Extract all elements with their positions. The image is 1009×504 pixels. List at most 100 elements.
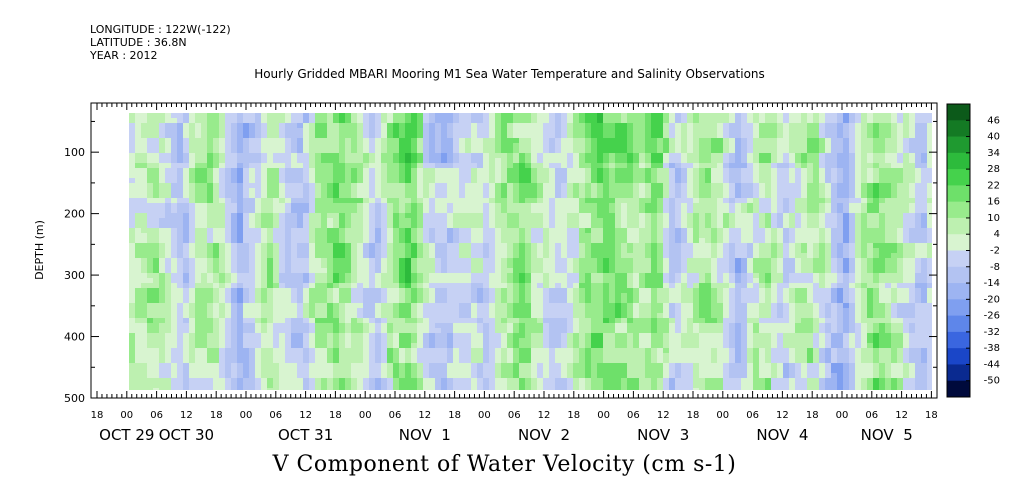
heatmap-cell	[501, 318, 508, 324]
heatmap-cell	[129, 323, 136, 329]
heatmap-cell	[435, 243, 442, 249]
heatmap-cell	[411, 153, 418, 159]
heatmap-cell	[285, 183, 292, 189]
heatmap-cell	[435, 248, 442, 254]
heatmap-cell	[507, 198, 514, 204]
heatmap-cell	[459, 268, 466, 274]
heatmap-cell	[609, 298, 616, 304]
heatmap-cell	[315, 208, 322, 214]
heatmap-cell	[591, 278, 598, 284]
heatmap-cell	[285, 188, 292, 194]
heatmap-cell	[369, 198, 376, 204]
heatmap-cell	[273, 378, 280, 384]
heatmap-cell	[609, 318, 616, 324]
heatmap-cell	[459, 313, 466, 319]
heatmap-cell	[519, 378, 526, 384]
heatmap-cell	[387, 133, 394, 139]
heatmap-cell	[495, 303, 502, 309]
heatmap-cell	[285, 273, 292, 279]
heatmap-cell	[183, 138, 190, 144]
heatmap-cell	[477, 348, 484, 354]
heatmap-cell	[549, 218, 556, 224]
heatmap-cell	[513, 153, 520, 159]
heatmap-cell	[183, 328, 190, 334]
heatmap-cell	[525, 218, 532, 224]
heatmap-cell	[171, 263, 178, 269]
heatmap-cell	[369, 358, 376, 364]
heatmap-cell	[309, 118, 316, 124]
heatmap-cell	[531, 223, 538, 229]
heatmap-cell	[315, 133, 322, 139]
heatmap-cell	[645, 183, 652, 189]
heatmap-cell	[297, 388, 304, 390]
heatmap-cell	[315, 353, 322, 359]
heatmap-cell	[315, 183, 322, 189]
heatmap-cell	[555, 118, 562, 124]
heatmap-cell	[465, 138, 472, 144]
heatmap-cell	[567, 158, 574, 164]
heatmap-cell	[531, 378, 538, 384]
heatmap-cell	[357, 268, 364, 274]
heatmap-cell	[627, 378, 634, 384]
heatmap-cell	[411, 113, 418, 119]
heatmap-cell	[381, 253, 388, 259]
heatmap-cell	[585, 303, 592, 309]
heatmap-cell	[183, 343, 190, 349]
heatmap-cell	[351, 223, 358, 229]
heatmap-cell	[513, 123, 520, 129]
heatmap-cell	[609, 248, 616, 254]
heatmap-cell	[567, 388, 574, 390]
heatmap-cell	[621, 153, 628, 159]
heatmap-cell	[447, 378, 454, 384]
heatmap-cell	[615, 238, 622, 244]
heatmap-cell	[459, 263, 466, 269]
heatmap-cell	[639, 188, 646, 194]
heatmap-cell	[141, 323, 148, 329]
heatmap-cell	[645, 143, 652, 149]
heatmap-cell	[195, 288, 202, 294]
heatmap-cell	[423, 288, 430, 294]
heatmap-cell	[483, 338, 490, 344]
heatmap-cell	[489, 333, 496, 339]
heatmap-cell	[441, 308, 448, 314]
heatmap-cell	[291, 313, 298, 319]
heatmap-cell	[351, 173, 358, 179]
heatmap-cell	[483, 273, 490, 279]
heatmap-cell	[573, 273, 580, 279]
heatmap-cell	[513, 248, 520, 254]
heatmap-cell	[387, 298, 394, 304]
heatmap-cell	[585, 343, 592, 349]
heatmap-cell	[477, 353, 484, 359]
heatmap-cell	[363, 323, 370, 329]
heatmap-cell	[435, 353, 442, 359]
heatmap-cell	[291, 378, 298, 384]
heatmap-cell	[153, 158, 160, 164]
heatmap-cell	[183, 133, 190, 139]
heatmap-cell	[375, 123, 382, 129]
heatmap-cell	[273, 128, 280, 134]
heatmap-cell	[309, 303, 316, 309]
heatmap-cell	[399, 233, 406, 239]
heatmap-cell	[237, 348, 244, 354]
heatmap-cell	[567, 123, 574, 129]
heatmap-cell	[633, 208, 640, 214]
heatmap-cell	[387, 363, 394, 369]
heatmap-cell	[447, 118, 454, 124]
heatmap-cell	[255, 323, 262, 329]
heatmap-cell	[453, 173, 460, 179]
heatmap-cell	[585, 323, 592, 329]
heatmap-cell	[633, 268, 640, 274]
heatmap-cell	[651, 283, 658, 289]
heatmap-cell	[303, 183, 310, 189]
heatmap-cell	[357, 163, 364, 169]
heatmap-cell	[357, 388, 364, 390]
heatmap-cell	[495, 178, 502, 184]
heatmap-cell	[399, 128, 406, 134]
heatmap-cell	[525, 278, 532, 284]
heatmap-cell	[615, 348, 622, 354]
heatmap-cell	[213, 353, 220, 359]
heatmap-cell	[627, 348, 634, 354]
heatmap-cell	[513, 278, 520, 284]
heatmap-cell	[573, 223, 580, 229]
heatmap-cell	[483, 238, 490, 244]
